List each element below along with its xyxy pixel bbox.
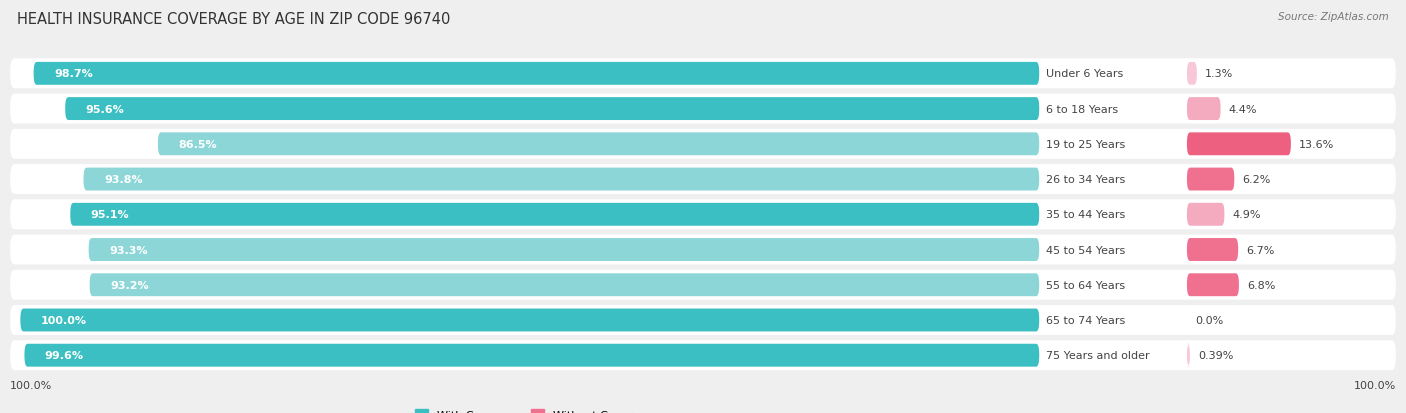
Text: 6.8%: 6.8%: [1247, 280, 1275, 290]
Text: 19 to 25 Years: 19 to 25 Years: [1046, 140, 1126, 150]
Text: 86.5%: 86.5%: [179, 140, 217, 150]
Text: Source: ZipAtlas.com: Source: ZipAtlas.com: [1278, 12, 1389, 22]
FancyBboxPatch shape: [1187, 203, 1225, 226]
Text: 95.1%: 95.1%: [90, 210, 129, 220]
Text: 100.0%: 100.0%: [41, 315, 87, 325]
Text: 13.6%: 13.6%: [1299, 140, 1334, 150]
FancyBboxPatch shape: [10, 340, 1396, 370]
FancyBboxPatch shape: [1187, 344, 1189, 367]
FancyBboxPatch shape: [34, 63, 1039, 85]
Text: 95.6%: 95.6%: [86, 104, 124, 114]
Text: 6.2%: 6.2%: [1243, 175, 1271, 185]
FancyBboxPatch shape: [10, 270, 1396, 300]
Text: 45 to 54 Years: 45 to 54 Years: [1046, 245, 1126, 255]
FancyBboxPatch shape: [1187, 133, 1291, 156]
Text: 98.7%: 98.7%: [53, 69, 93, 79]
Text: 93.8%: 93.8%: [104, 175, 142, 185]
Text: 55 to 64 Years: 55 to 64 Years: [1046, 280, 1125, 290]
Text: 4.4%: 4.4%: [1229, 104, 1257, 114]
FancyBboxPatch shape: [10, 95, 1396, 124]
FancyBboxPatch shape: [10, 165, 1396, 195]
Text: 93.2%: 93.2%: [110, 280, 149, 290]
FancyBboxPatch shape: [90, 274, 1039, 297]
Text: 4.9%: 4.9%: [1233, 210, 1261, 220]
FancyBboxPatch shape: [70, 203, 1039, 226]
Text: HEALTH INSURANCE COVERAGE BY AGE IN ZIP CODE 96740: HEALTH INSURANCE COVERAGE BY AGE IN ZIP …: [17, 12, 450, 27]
Text: 0.39%: 0.39%: [1198, 350, 1233, 361]
FancyBboxPatch shape: [1187, 98, 1220, 121]
Text: 6 to 18 Years: 6 to 18 Years: [1046, 104, 1119, 114]
Text: 1.3%: 1.3%: [1205, 69, 1233, 79]
Text: Under 6 Years: Under 6 Years: [1046, 69, 1123, 79]
FancyBboxPatch shape: [1187, 238, 1239, 261]
Text: 93.3%: 93.3%: [110, 245, 148, 255]
FancyBboxPatch shape: [89, 238, 1039, 261]
Text: 6.7%: 6.7%: [1246, 245, 1275, 255]
FancyBboxPatch shape: [1187, 274, 1239, 297]
Text: 35 to 44 Years: 35 to 44 Years: [1046, 210, 1126, 220]
Text: 0.0%: 0.0%: [1195, 315, 1223, 325]
Legend: With Coverage, Without Coverage: With Coverage, Without Coverage: [411, 405, 658, 413]
Text: 99.6%: 99.6%: [45, 350, 84, 361]
FancyBboxPatch shape: [10, 130, 1396, 159]
Text: 100.0%: 100.0%: [1354, 380, 1396, 390]
Text: 75 Years and older: 75 Years and older: [1046, 350, 1150, 361]
FancyBboxPatch shape: [83, 168, 1039, 191]
FancyBboxPatch shape: [10, 305, 1396, 335]
FancyBboxPatch shape: [10, 200, 1396, 230]
FancyBboxPatch shape: [24, 344, 1039, 367]
FancyBboxPatch shape: [1187, 63, 1197, 85]
FancyBboxPatch shape: [10, 59, 1396, 89]
FancyBboxPatch shape: [65, 98, 1039, 121]
Text: 26 to 34 Years: 26 to 34 Years: [1046, 175, 1126, 185]
FancyBboxPatch shape: [20, 309, 1039, 332]
FancyBboxPatch shape: [1187, 168, 1234, 191]
FancyBboxPatch shape: [10, 235, 1396, 265]
Text: 65 to 74 Years: 65 to 74 Years: [1046, 315, 1126, 325]
FancyBboxPatch shape: [157, 133, 1039, 156]
Text: 100.0%: 100.0%: [10, 380, 52, 390]
